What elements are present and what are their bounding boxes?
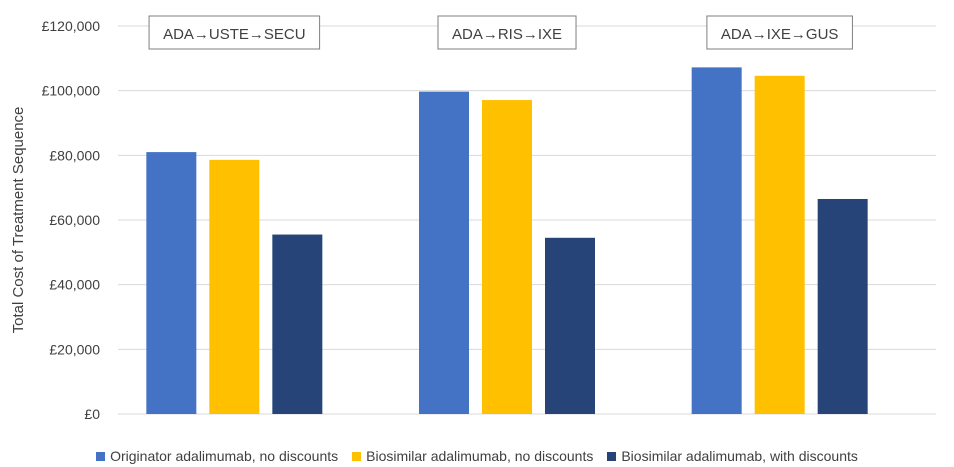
category-label-text: ADA→RIS→IXE: [452, 26, 562, 43]
legend-label-biosimilar-with-discounts: Biosimilar adalimumab, with discounts: [621, 448, 858, 464]
bar: [146, 152, 197, 414]
category-label: ADA→USTE→SECU: [148, 15, 321, 50]
category-label-box: [148, 15, 321, 50]
legend-swatch-originator: [96, 451, 106, 461]
y-tick-label: £120,000: [42, 18, 101, 34]
category-label-box: [706, 15, 853, 50]
category-label-text: ADA→IXE→GUS: [721, 26, 839, 43]
bar: [545, 237, 595, 414]
category-label: ADA→RIS→IXE: [437, 15, 577, 50]
y-axis-title: Total Cost of Treatment Sequence: [10, 107, 27, 334]
bar: [419, 91, 469, 415]
legend-item-biosimilar-no-discounts: Biosimilar adalimumab, no discounts: [352, 446, 593, 466]
bar: [817, 198, 868, 414]
y-axis-tick-labels: £0 £20,000 £40,000 £60,000 £80,000 £100,000 £1…: [42, 18, 101, 422]
y-tick-label: £80,000: [49, 147, 100, 163]
legend-swatch-biosimilar-no-discounts: [352, 451, 362, 461]
y-tick-label: £40,000: [49, 277, 100, 293]
bars: [146, 67, 868, 415]
bar: [209, 159, 260, 414]
legend-item-originator-no-discounts: Originator adalimumab, no discounts: [96, 446, 338, 466]
bar: [691, 67, 742, 415]
y-tick-label: £20,000: [49, 341, 100, 357]
bar-chart: £0 £20,000 £40,000 £60,000 £80,000 £100,000 £1…: [10, 15, 936, 422]
category-label: ADA→IXE→GUS: [706, 15, 853, 50]
legend-label-biosimilar-no-discounts: Biosimilar adalimumab, no discounts: [366, 448, 594, 464]
legend-item-biosimilar-with-discounts: Biosimilar adalimumab, with discounts: [607, 446, 858, 466]
legend-swatch-biosimilar-with-discounts: [607, 451, 617, 461]
category-labels: ADA→USTE→SECU ADA→RIS→IXE ADA→IXE→GUS: [148, 15, 853, 50]
bar: [482, 100, 532, 414]
y-tick-label: £0: [84, 406, 100, 422]
legend: Originator adalimumab, no discounts Bios…: [0, 446, 954, 466]
bar: [272, 234, 323, 414]
category-label-text: ADA→USTE→SECU: [163, 26, 306, 43]
y-tick-label: £100,000: [42, 83, 101, 99]
y-tick-label: £60,000: [49, 212, 100, 228]
legend-label-originator: Originator adalimumab, no discounts: [110, 448, 339, 464]
category-label-box: [437, 15, 577, 50]
bar: [754, 75, 805, 414]
